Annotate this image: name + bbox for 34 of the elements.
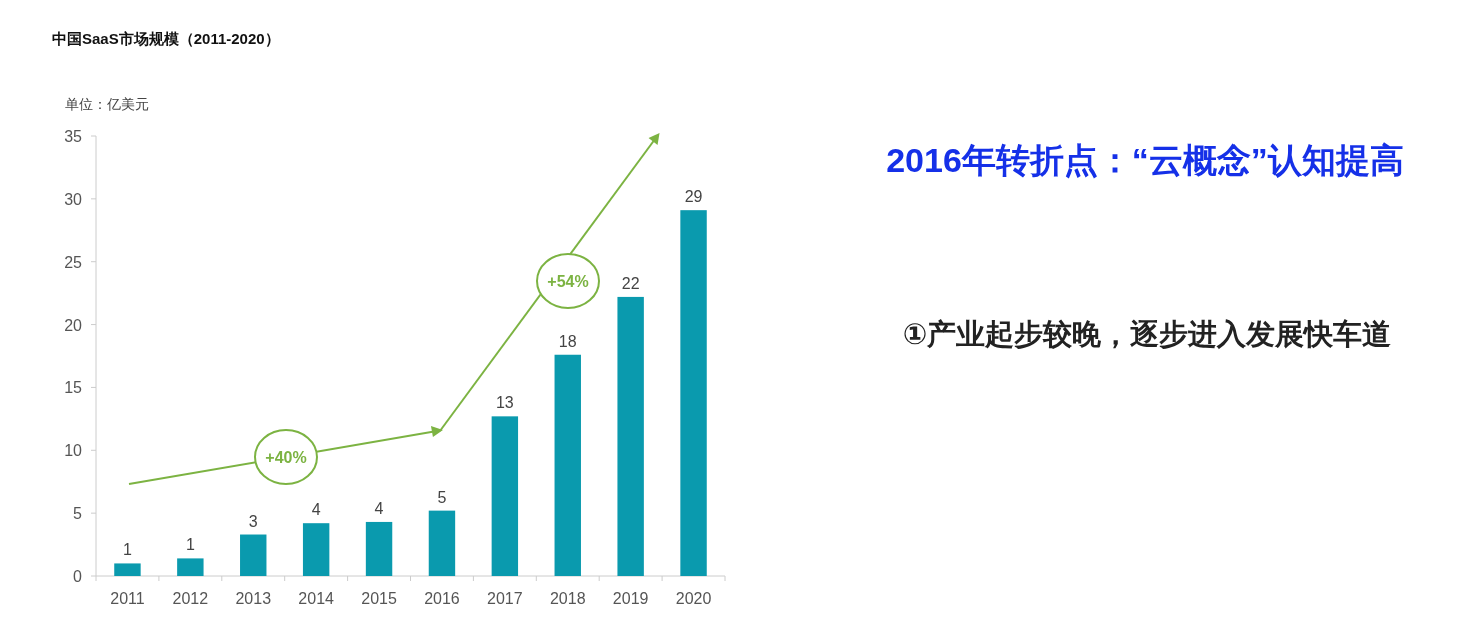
data-label: 4 [311, 501, 321, 519]
x-tick-label: 2014 [298, 590, 335, 607]
data-label: 18 [558, 332, 577, 350]
y-tick-label: 20 [64, 316, 83, 334]
data-label: 3 [248, 512, 258, 530]
y-tick-label: 30 [64, 190, 83, 208]
y-tick-label: 25 [64, 253, 83, 271]
x-tick-label: 2020 [675, 590, 712, 607]
data-label: 5 [437, 488, 447, 506]
data-label: 1 [123, 541, 132, 559]
data-label: 13 [495, 394, 514, 412]
annotation: +54% [547, 273, 589, 290]
x-tick-label: 2019 [612, 590, 649, 607]
x-tick-label: 2018 [549, 590, 586, 607]
x-tick-label: 2015 [361, 590, 397, 607]
data-label: 1 [185, 536, 195, 554]
x-tick-label: 2016 [424, 590, 460, 607]
annotation: +40% [265, 449, 307, 466]
data-label: 29 [684, 188, 703, 206]
text: 2016年转折点：“云概念”认知提高 [886, 141, 1404, 179]
x-tick-label: 2012 [172, 590, 209, 607]
data-label: 22 [621, 274, 640, 292]
x-tick-label: 2011 [110, 590, 145, 607]
data-label: 4 [374, 499, 384, 517]
x-tick-label: 2017 [487, 590, 523, 607]
text: ①产业起步较晚，逐步进入发展快车道 [902, 318, 1392, 350]
y-tick-label: 10 [64, 442, 83, 460]
y-tick-label: 35 [64, 128, 83, 145]
y-tick-label: 5 [73, 505, 83, 523]
chart-title: 中国SaaS市场规模（2011-2020） [52, 30, 280, 47]
x-tick-label: 2013 [235, 590, 272, 607]
y-tick-label: 15 [64, 379, 83, 397]
y-tick-label: 0 [73, 568, 83, 585]
y-axis-title: 单位：亿美元 [65, 96, 149, 112]
